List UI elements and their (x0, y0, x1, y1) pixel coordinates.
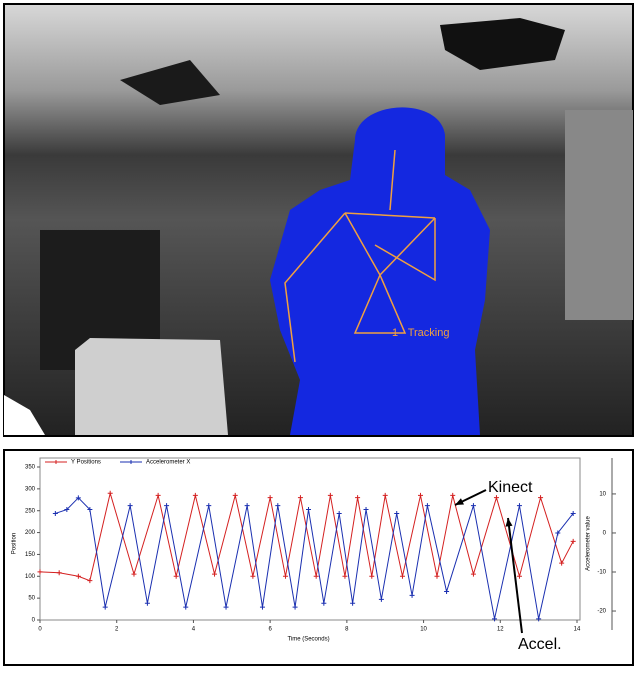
y-tick-label: 50 (28, 596, 35, 602)
y2-tick-label: 10 (599, 492, 606, 498)
legend-label: Y Positions (71, 460, 101, 466)
box (75, 338, 228, 435)
tracking-label: 1 - Tracking (392, 327, 449, 339)
chart-frame (4, 450, 633, 665)
page: {"image": {"label": "1 - Tracking"}, "ch… (0, 0, 637, 669)
legend-label: Accelerometer X (146, 460, 190, 466)
x-tick-label: 10 (420, 627, 427, 633)
y-tick-label: 300 (25, 486, 36, 492)
annotation: Accel. (518, 636, 562, 653)
wall (565, 110, 633, 320)
x-axis-label: Time (Seconds) (287, 637, 329, 643)
x-tick-label: 12 (497, 627, 504, 633)
y-tick-label: 200 (25, 530, 36, 536)
y-axis-label: Position (12, 533, 18, 554)
y-tick-label: 350 (25, 465, 36, 471)
figure: 1 - Tracking 050100150200250300350024681… (0, 0, 637, 669)
depth-image: 1 - Tracking (4, 4, 633, 436)
y-tick-label: 100 (25, 574, 36, 580)
y2-axis-label: Accelerometer value (586, 515, 592, 570)
y-tick-label: 250 (25, 508, 36, 514)
y2-tick-label: -20 (597, 609, 606, 615)
annotation: Kinect (488, 479, 533, 496)
y2-tick-label: -10 (597, 570, 606, 576)
x-tick-label: 14 (574, 627, 581, 633)
y-tick-label: 150 (25, 552, 36, 558)
